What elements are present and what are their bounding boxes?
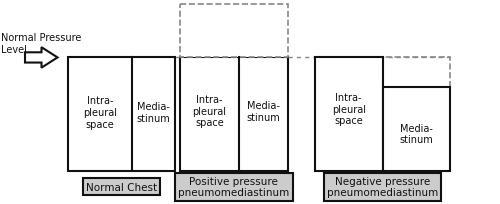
Text: Intra-
pleural
space: Intra- pleural space xyxy=(83,96,117,129)
Text: Media-
stinum: Media- stinum xyxy=(400,123,433,144)
Bar xyxy=(315,58,382,171)
Bar xyxy=(68,58,175,171)
Text: Normal Pressure
Level: Normal Pressure Level xyxy=(1,33,82,55)
Bar xyxy=(180,5,288,58)
Polygon shape xyxy=(210,19,272,44)
Polygon shape xyxy=(334,63,378,84)
Text: Media-
stinum: Media- stinum xyxy=(136,102,170,123)
Text: Intra-
pleural
space: Intra- pleural space xyxy=(332,93,366,126)
Text: Media-
stinum: Media- stinum xyxy=(246,101,280,122)
Bar xyxy=(180,58,288,171)
Text: Intra-
pleural
space: Intra- pleural space xyxy=(192,95,226,128)
Bar xyxy=(382,88,450,171)
Text: Negative pressure
pneumomediastinum: Negative pressure pneumomediastinum xyxy=(327,176,438,197)
Bar xyxy=(315,58,450,171)
Polygon shape xyxy=(25,48,58,68)
Text: Positive pressure
pneumomediastinum: Positive pressure pneumomediastinum xyxy=(178,176,290,197)
Text: Normal Chest: Normal Chest xyxy=(86,182,157,192)
Polygon shape xyxy=(393,96,432,115)
